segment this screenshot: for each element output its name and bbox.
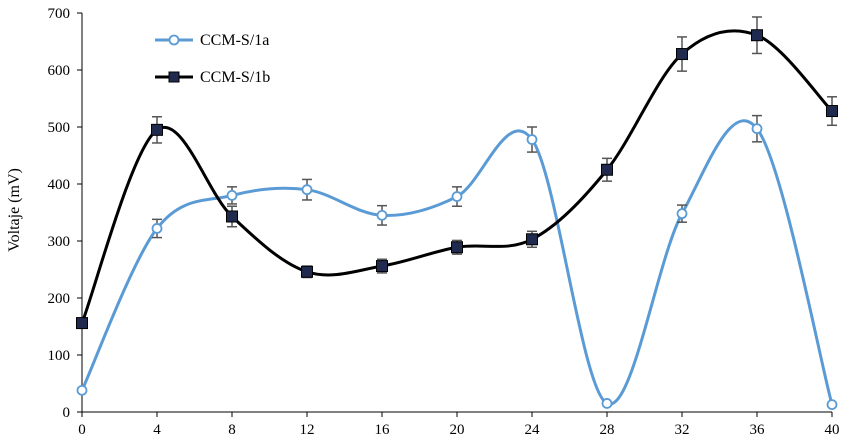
y-tick-label: 300: [48, 234, 71, 250]
y-axis-ticks: 0 100 200 300 400 500 600 700: [48, 6, 82, 421]
data-point: [301, 184, 313, 196]
y-tick-label: 700: [48, 6, 71, 22]
legend-marker-ccm-s-1a: [168, 34, 180, 46]
y-tick-label: 0: [63, 405, 71, 421]
data-point: [451, 241, 463, 254]
data-point: [526, 233, 538, 246]
data-point: [151, 223, 163, 234]
data-point: [676, 208, 688, 220]
x-tick-label: 28: [600, 422, 615, 438]
y-axis-title: Voltaje (mV): [6, 168, 23, 252]
data-point: [226, 210, 238, 223]
data-point: [601, 163, 613, 176]
x-tick-label: 36: [750, 422, 766, 438]
data-point: [751, 29, 763, 42]
series-line: [80, 119, 834, 406]
series-ccm-s-1b: [76, 16, 838, 330]
data-point: [76, 317, 88, 330]
legend: CCM-S/1a CCM-S/1b: [155, 32, 270, 86]
x-tick-label: 40: [825, 422, 840, 438]
x-tick-label: 16: [375, 422, 391, 438]
x-tick-label: 32: [675, 422, 690, 438]
x-tick-label: 20: [450, 422, 465, 438]
legend-label-ccm-s-1b: CCM-S/1b: [200, 69, 270, 86]
x-tick-label: 4: [153, 422, 161, 438]
y-tick-label: 200: [48, 291, 71, 307]
series-ccm-s-1a: [76, 114, 838, 410]
data-point: [376, 260, 388, 273]
data-point: [601, 398, 613, 409]
y-tick-label: 600: [48, 63, 71, 79]
legend-marker-ccm-s-1b: [168, 71, 180, 83]
data-point: [226, 189, 238, 201]
data-point: [151, 123, 163, 136]
data-point: [451, 191, 463, 202]
y-tick-label: 100: [48, 348, 71, 364]
data-point: [301, 265, 313, 278]
data-point: [751, 123, 763, 135]
series-layer: [76, 16, 838, 410]
data-point: [826, 399, 838, 410]
data-point: [676, 48, 688, 61]
series-line: [80, 29, 834, 324]
x-axis-ticks: 0 4 8 12 16 20 24 28 32 36 40: [78, 412, 840, 438]
x-tick-label: 12: [300, 422, 315, 438]
data-point: [526, 134, 538, 145]
legend-label-ccm-s-1a: CCM-S/1a: [200, 32, 269, 49]
x-tick-label: 24: [525, 422, 541, 438]
axes: 0 4 8 12 16 20 24 28 32 36 40 0 100 200 300 400 500 600 7…: [48, 6, 840, 438]
x-tick-label: 0: [78, 422, 86, 438]
data-point: [76, 384, 88, 396]
data-point: [826, 105, 838, 118]
data-point: [376, 209, 388, 221]
y-tick-label: 400: [48, 177, 71, 193]
x-tick-label: 8: [228, 422, 236, 438]
y-tick-label: 500: [48, 120, 71, 136]
